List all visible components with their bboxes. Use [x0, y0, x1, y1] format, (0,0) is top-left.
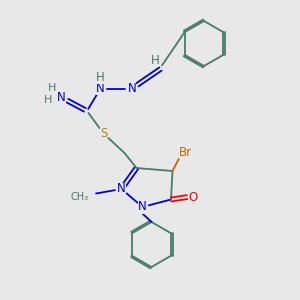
- Text: H: H: [44, 95, 52, 105]
- Text: N: N: [128, 82, 136, 95]
- Text: H: H: [95, 70, 104, 84]
- Text: CH₃: CH₃: [70, 192, 88, 202]
- Text: H: H: [151, 54, 160, 67]
- Text: S: S: [100, 127, 107, 140]
- Text: H: H: [48, 83, 56, 93]
- Text: N: N: [138, 200, 147, 214]
- Text: N: N: [117, 182, 126, 196]
- Text: O: O: [188, 190, 197, 204]
- Text: N: N: [96, 82, 105, 95]
- Text: N: N: [57, 91, 66, 104]
- Text: Br: Br: [178, 146, 192, 159]
